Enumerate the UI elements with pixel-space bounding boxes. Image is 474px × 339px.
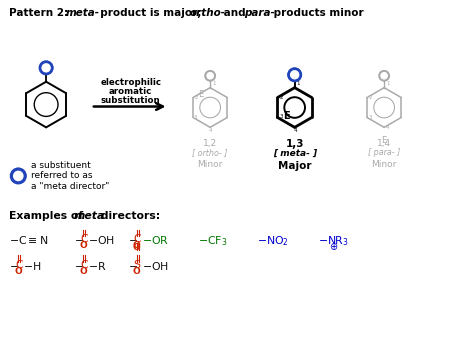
Text: Minor: Minor [198,160,223,169]
Text: O: O [79,241,87,251]
Text: E: E [198,90,203,99]
Circle shape [42,64,50,72]
Text: 1,3: 1,3 [285,139,304,149]
Text: product is major;: product is major; [93,8,205,18]
Text: Examples of: Examples of [9,211,87,221]
Text: 4: 4 [209,128,213,133]
Text: ⊕: ⊕ [329,242,337,253]
Circle shape [207,73,213,79]
Circle shape [14,171,23,181]
Text: [ para- ]: [ para- ] [368,148,400,157]
Text: $-$: $-$ [9,260,19,270]
Text: [ ortho- ]: [ ortho- ] [192,148,228,157]
Text: 4: 4 [294,128,297,133]
Text: Pattern 2:: Pattern 2: [9,8,72,18]
Text: C: C [134,235,141,244]
Text: directors:: directors: [97,211,160,221]
Text: a substituent
referred to as
a "meta director": a substituent referred to as a "meta dir… [31,161,109,191]
Text: O: O [133,267,140,276]
Text: 1: 1 [297,81,300,86]
Text: $-$: $-$ [74,260,84,270]
Text: aromatic: aromatic [109,87,152,96]
Circle shape [40,61,53,74]
Text: substitution: substitution [101,96,160,105]
Text: O: O [133,243,140,253]
Text: meta-: meta- [66,8,100,18]
Text: $-$C$\equiv$N: $-$C$\equiv$N [9,235,48,246]
Text: S: S [134,260,141,270]
Circle shape [11,168,26,183]
Text: $-$: $-$ [128,235,137,244]
Text: $-$: $-$ [74,235,84,244]
Text: 4: 4 [386,125,390,130]
Text: $-$NR$_3$: $-$NR$_3$ [318,235,348,248]
Text: $-$NO$_2$: $-$NO$_2$ [257,235,289,248]
Text: O: O [14,267,22,276]
Circle shape [381,73,387,79]
Text: $-$OH: $-$OH [142,260,168,272]
Text: ortho-: ortho- [189,8,225,18]
Text: Minor: Minor [372,160,397,169]
Text: meta: meta [74,211,105,221]
Text: 2: 2 [195,95,199,100]
Text: E: E [382,136,387,145]
Text: 1: 1 [212,81,216,86]
Text: and: and [220,8,249,18]
Text: 3: 3 [280,115,283,119]
Circle shape [205,71,215,81]
Text: C: C [15,260,23,270]
Text: Major: Major [278,161,311,171]
Text: $-$H: $-$H [23,260,42,272]
Text: 1: 1 [386,81,390,86]
Text: 1,2: 1,2 [203,139,217,148]
Circle shape [288,68,301,81]
Text: [ meta- ]: [ meta- ] [273,149,317,158]
Text: $-$OR: $-$OR [142,235,169,246]
Text: $-$R: $-$R [88,260,106,272]
Text: O: O [79,267,87,276]
Text: electrophilic: electrophilic [100,78,161,87]
Text: $-$OH: $-$OH [88,235,115,246]
Circle shape [379,71,389,81]
Text: $-$: $-$ [128,260,137,270]
Text: 2: 2 [369,95,373,100]
Text: products minor: products minor [270,8,364,18]
Text: C: C [80,235,88,244]
Text: para-: para- [244,8,275,18]
Circle shape [291,71,299,79]
Text: O: O [133,241,140,251]
Text: 1,4: 1,4 [377,139,391,148]
Text: C: C [80,260,88,270]
Text: 3: 3 [194,115,198,120]
Text: E: E [283,112,290,121]
Text: $-$CF$_3$: $-$CF$_3$ [198,235,228,248]
Text: 3: 3 [369,115,373,120]
Text: 2: 2 [280,95,283,100]
